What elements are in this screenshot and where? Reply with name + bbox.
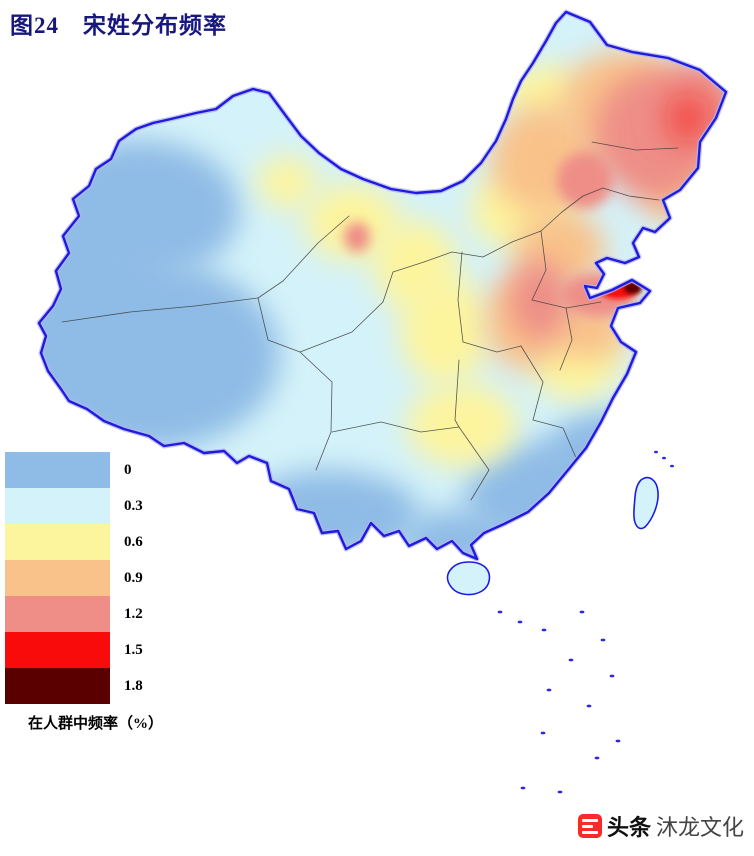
legend-label: 1.8	[124, 677, 143, 694]
toutiao-logo-icon	[577, 814, 602, 838]
province-boundaries	[61, 141, 679, 501]
island-dot	[517, 620, 523, 624]
island-dot	[600, 638, 606, 642]
watermark: 头条 沐龙文化	[577, 810, 744, 842]
legend: 0 0.3 0.6 0.9 1.2 1.5 1.8	[5, 452, 143, 704]
density-region-salmon	[557, 152, 613, 208]
island-dot	[541, 628, 547, 632]
legend-label: 0.9	[124, 569, 143, 586]
density-region-blue	[39, 210, 160, 390]
density-region-salmon	[510, 260, 570, 340]
density-region-yellow	[400, 275, 490, 385]
legend-swatch-cyan	[5, 488, 110, 524]
island-dot	[540, 731, 546, 735]
island-dot	[654, 450, 658, 454]
legend-row: 1.8	[5, 668, 143, 704]
legend-caption: 在人群中频率（%）	[28, 716, 164, 732]
small-islands	[497, 450, 674, 794]
legend-swatch-orange	[5, 560, 110, 596]
legend-row: 1.5	[5, 632, 143, 668]
island-dot	[579, 610, 585, 614]
hainan-island	[446, 561, 491, 596]
island-dot	[520, 786, 526, 790]
density-region-blue	[240, 470, 420, 559]
taiwan-island	[633, 476, 659, 530]
legend-label: 1.5	[124, 641, 143, 658]
island-dot	[557, 790, 563, 794]
island-dot	[546, 688, 552, 692]
density-region-salmon	[344, 222, 370, 252]
legend-swatch-blue	[5, 452, 110, 488]
legend-label: 1.2	[124, 605, 143, 622]
legend-label: 0	[124, 461, 132, 478]
island-dot	[670, 464, 674, 468]
island-dot	[609, 674, 615, 678]
island-dot	[615, 739, 621, 743]
island-dot	[586, 704, 592, 708]
island-dot	[497, 610, 503, 614]
legend-row: 0.9	[5, 560, 143, 596]
density-region-red	[666, 92, 710, 144]
island-dot	[568, 658, 574, 662]
legend-swatch-darkred	[5, 668, 110, 704]
legend-row: 0	[5, 452, 143, 488]
island-dot	[662, 456, 666, 460]
legend-label: 0.3	[124, 497, 143, 514]
legend-label: 0.6	[124, 533, 143, 550]
density-region-yellow	[407, 383, 517, 467]
legend-swatch-red	[5, 632, 110, 668]
legend-swatch-salmon	[5, 596, 110, 632]
density-region-yellow	[257, 156, 317, 208]
watermark-brand: 头条	[606, 815, 651, 840]
density-region-yellow	[304, 184, 400, 260]
legend-row: 0.6	[5, 524, 143, 560]
island-dot	[594, 756, 600, 760]
legend-swatch-yellow	[5, 524, 110, 560]
legend-row: 0.3	[5, 488, 143, 524]
legend-row: 1.2	[5, 596, 143, 632]
watermark-account: 沐龙文化	[655, 815, 744, 840]
page-title: 图24 宋姓分布频率	[10, 13, 227, 38]
